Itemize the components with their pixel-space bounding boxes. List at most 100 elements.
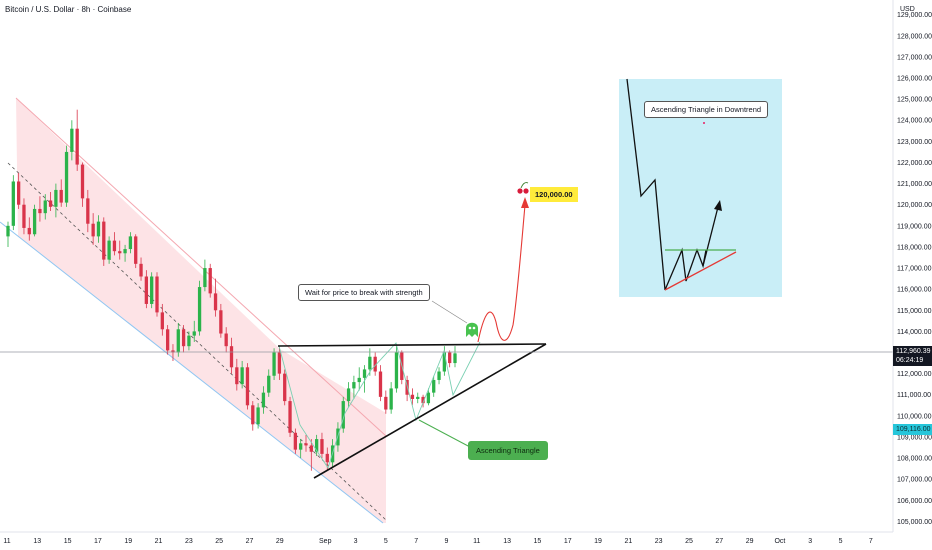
y-tick-label: 110,000.00	[897, 413, 932, 420]
x-tick-label: 7	[414, 538, 418, 545]
candle-body	[187, 335, 191, 347]
inset-title: Ascending Triangle in Downtrend	[644, 101, 769, 118]
projected-price-path	[477, 204, 526, 343]
x-tick-label: Sep	[319, 538, 332, 545]
candle-body	[171, 350, 175, 353]
triangle-support-line	[313, 343, 547, 479]
inset-breakout-arrowhead	[714, 200, 722, 211]
low-price-tag: 109,116.00	[893, 424, 932, 435]
candle-body	[357, 377, 361, 383]
channel-lower-line	[0, 221, 384, 524]
candle-body	[38, 208, 42, 214]
x-tick-label: 5	[839, 538, 843, 545]
candle-body	[150, 276, 154, 304]
x-tick-label: 13	[33, 538, 41, 545]
candle-body	[384, 396, 388, 410]
x-tick-label: 23	[185, 538, 193, 545]
y-tick-label: 108,000.00	[897, 456, 932, 463]
candle-body	[144, 276, 149, 304]
x-tick-label: 11	[473, 538, 480, 545]
x-tick-label: 9	[445, 538, 449, 545]
price-axis[interactable]: 105,000.00 106,000.00 107,000.00 108,000.00…	[897, 12, 932, 526]
annotation-pointer-line	[418, 419, 471, 448]
candle-body	[240, 367, 244, 385]
candle-body	[208, 268, 212, 294]
candle-body	[251, 405, 255, 425]
x-tick-label: 21	[624, 538, 632, 545]
candle-body	[448, 352, 452, 364]
candle-body	[283, 373, 287, 402]
note-pointer-line	[431, 300, 468, 324]
x-tick-label: 29	[276, 538, 284, 545]
y-tick-label: 117,000.00	[897, 266, 932, 273]
candle-body	[235, 367, 239, 385]
ghost-icon	[466, 322, 478, 337]
x-tick-label: 27	[246, 538, 254, 545]
candle-body	[352, 382, 356, 389]
candle-body	[139, 263, 143, 277]
candle-body	[410, 394, 415, 399]
candle-body	[373, 356, 377, 372]
candlestick-series	[6, 109, 457, 471]
y-tick-label: 114,000.00	[897, 329, 932, 336]
currency-label: USD	[900, 6, 915, 13]
x-tick-label: 19	[594, 538, 602, 545]
candle-body	[453, 353, 457, 364]
candle-body	[261, 392, 266, 408]
x-tick-label: 19	[124, 538, 132, 545]
candle-body	[299, 443, 303, 450]
candle-body	[277, 352, 282, 374]
candle-body	[256, 407, 260, 425]
x-tick-label: 5	[384, 538, 388, 545]
current-price-value: 112,960.39	[896, 348, 931, 355]
x-tick-label: 25	[685, 538, 693, 545]
candle-body	[320, 439, 324, 454]
candle-body	[341, 401, 345, 429]
candle-body	[134, 236, 138, 264]
candle-body	[160, 312, 164, 330]
time-axis[interactable]: 11 13 15 17 19 21 23 25 27 29 Sep 3 5 7 9 11 13 15 17 19 21 2…	[3, 538, 873, 545]
y-tick-label: 120,000.00	[897, 202, 932, 209]
target-price-label: 120,000.00	[530, 187, 578, 202]
candle-body	[32, 208, 37, 235]
y-tick-label: 123,000.00	[897, 139, 932, 146]
y-tick-label: 119,000.00	[897, 223, 932, 230]
candle-body	[22, 204, 26, 228]
candle-body	[54, 189, 58, 207]
candle-body	[426, 392, 431, 404]
x-tick-label: 17	[564, 538, 572, 545]
y-tick-label: 112,000.00	[897, 371, 932, 378]
y-tick-label: 106,000.00	[897, 498, 932, 505]
symbol-title: Bitcoin / U.S. Dollar · 8h · Coinbase	[5, 5, 132, 14]
candle-body	[27, 227, 31, 235]
x-tick-label: 17	[94, 538, 102, 545]
candle-body	[107, 240, 111, 260]
candle-body	[394, 352, 399, 389]
x-tick-label: Oct	[774, 538, 785, 545]
candle-body	[11, 181, 15, 226]
wait-for-breakout-note: Wait for price to break with strength	[298, 284, 430, 301]
candle-body	[272, 352, 276, 376]
candle-body	[219, 310, 223, 334]
candle-body	[43, 200, 47, 214]
cherry-icon	[517, 182, 529, 194]
candle-body	[432, 379, 436, 393]
x-tick-label: 15	[64, 538, 72, 545]
inset-support-line	[664, 251, 737, 291]
candle-body	[245, 367, 250, 406]
y-tick-label: 121,000.00	[897, 181, 932, 188]
y-tick-label: 122,000.00	[897, 160, 932, 167]
candle-body	[197, 287, 202, 332]
y-tick-label: 128,000.00	[897, 33, 932, 40]
x-tick-label: 13	[503, 538, 511, 545]
candle-body	[48, 200, 53, 207]
candle-body	[362, 369, 367, 378]
candle-body	[267, 375, 271, 393]
triangle-resistance-line	[277, 343, 547, 347]
y-tick-label: 129,000.00	[897, 12, 932, 19]
candle-body	[181, 329, 186, 347]
y-tick-label: 125,000.00	[897, 97, 932, 104]
candle-body	[86, 198, 90, 224]
candle-body	[229, 346, 234, 368]
